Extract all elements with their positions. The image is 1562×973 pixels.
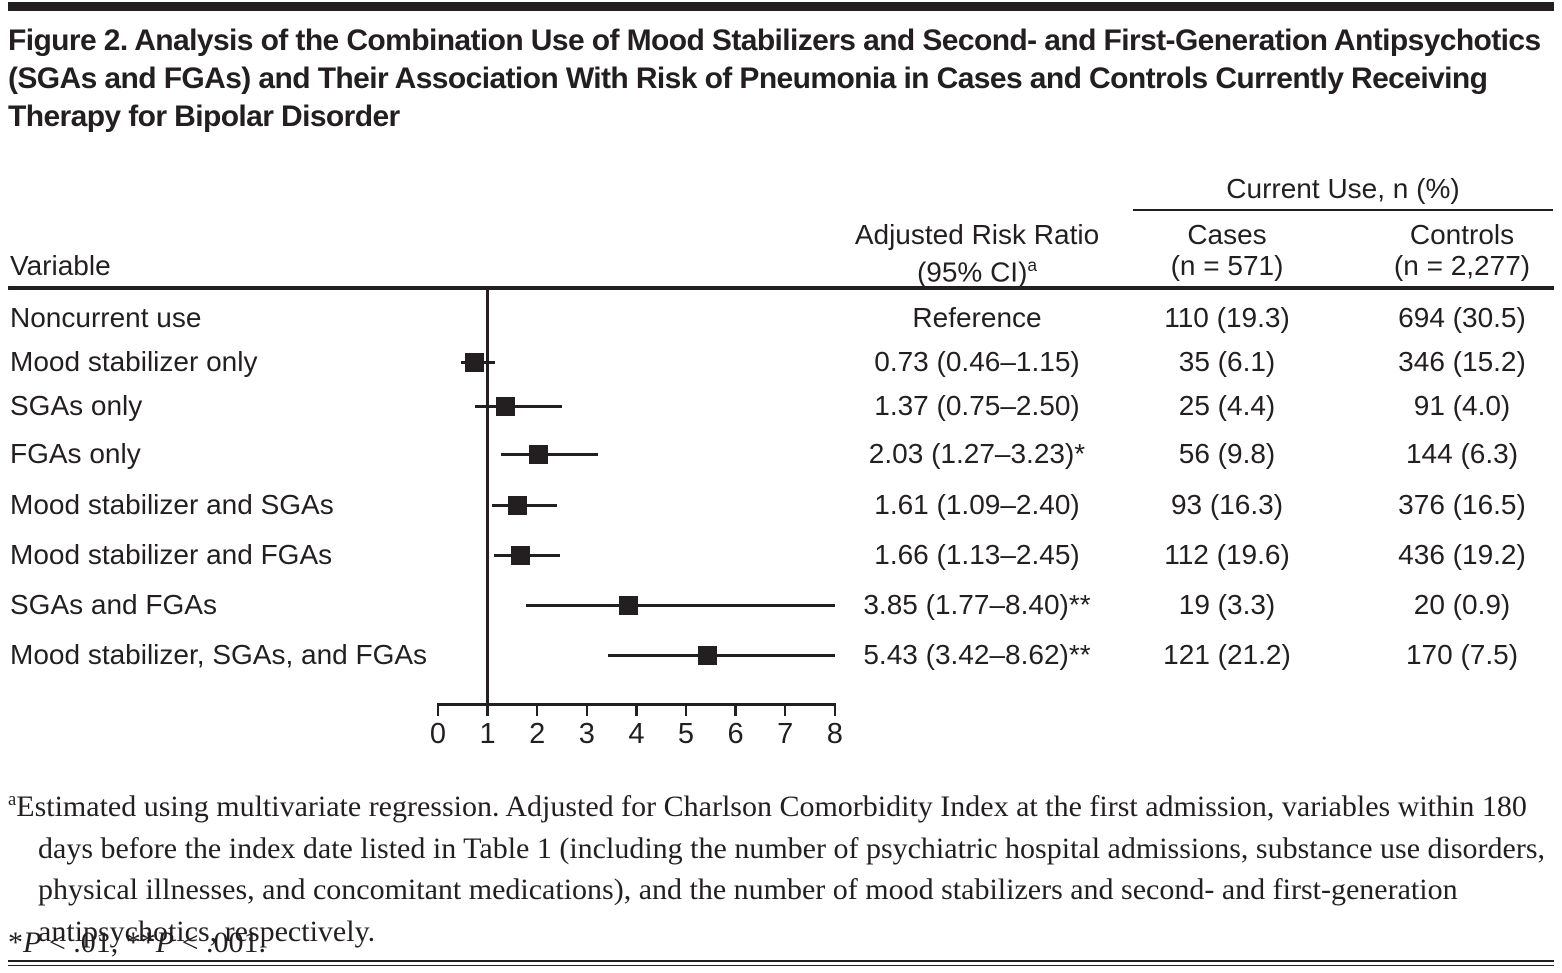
x-axis-tick <box>734 703 737 716</box>
controls-header-n: (n = 2,277) <box>1393 250 1531 281</box>
x-axis-tick-label: 2 <box>529 718 546 750</box>
x-axis-tick <box>535 703 539 716</box>
row-arr: 1.66 (1.13–2.45) <box>874 539 1080 570</box>
estimate-marker <box>510 545 530 565</box>
row-controls: 694 (30.5) <box>1398 302 1526 333</box>
row-cases: 19 (3.3) <box>1178 589 1276 620</box>
column-header-cases: Cases (n = 571) <box>1129 219 1325 281</box>
x-axis-tick <box>436 703 440 716</box>
row-controls: 436 (19.2) <box>1398 539 1526 570</box>
header-rule <box>8 286 1554 290</box>
arr-header-line1: Adjusted Risk Ratio <box>854 219 1100 250</box>
row-label: Mood stabilizer, SGAs, and FGAs <box>10 639 428 670</box>
cases-header-n: (n = 571) <box>1170 250 1284 281</box>
estimate-marker <box>496 396 516 416</box>
row-arr: 3.85 (1.77–8.40)** <box>863 589 1091 620</box>
x-axis-tick <box>585 703 589 716</box>
x-axis-tick-label: 3 <box>578 718 595 750</box>
x-axis-tick <box>635 703 638 716</box>
x-axis-tick <box>833 703 837 716</box>
x-axis-tick-label: 7 <box>777 718 794 750</box>
x-axis-tick-label: 4 <box>628 718 645 750</box>
controls-header-label: Controls <box>1409 219 1515 250</box>
estimate-marker <box>697 645 717 665</box>
ci-whisker <box>494 553 560 557</box>
row-arr: 2.03 (1.27–3.23)* <box>868 438 1086 469</box>
arr-header-ci: (95% CI) <box>916 256 1028 288</box>
x-axis-tick <box>783 703 787 716</box>
ci-whisker <box>500 452 599 456</box>
row-controls: 20 (0.9) <box>1413 589 1511 620</box>
bottom-rule <box>8 960 1554 966</box>
estimate-marker <box>464 352 484 372</box>
x-axis-tick <box>486 703 489 716</box>
x-axis-tick-label: 1 <box>479 718 496 750</box>
column-header-controls: Controls (n = 2,277) <box>1364 219 1560 281</box>
footnote-a-text: Estimated using multivariate regression.… <box>16 790 1546 948</box>
row-label: Mood stabilizer and SGAs <box>10 489 334 520</box>
ci-whisker <box>460 360 496 364</box>
sig-mid: < .01, ** <box>41 926 156 959</box>
estimate-marker <box>508 495 528 515</box>
ci-whisker <box>525 603 835 607</box>
row-label: Mood stabilizer only <box>10 346 258 377</box>
arr-header-line2: (95% CI)a <box>820 250 1134 287</box>
row-controls: 91 (4.0) <box>1413 390 1511 421</box>
row-arr: Reference <box>912 302 1042 333</box>
x-axis-tick-label: 8 <box>826 718 843 750</box>
x-axis-line <box>436 703 837 706</box>
column-header-current-use: Current Use, n (%) <box>1133 173 1553 211</box>
row-cases: 56 (9.8) <box>1178 438 1276 469</box>
row-cases: 110 (19.3) <box>1164 302 1290 333</box>
figure-title: Figure 2. Analysis of the Combination Us… <box>8 24 1541 133</box>
sig-p-italic-2: P <box>155 926 175 959</box>
sig-asterisk-1: * <box>8 926 23 959</box>
row-arr: 5.43 (3.42–8.62)** <box>863 639 1091 670</box>
sig-p-italic-1: P <box>23 926 42 959</box>
row-controls: 346 (15.2) <box>1398 346 1526 377</box>
footnote-significance: *P < .01, **P < .001. <box>8 926 1556 960</box>
row-cases: 112 (19.6) <box>1164 539 1290 570</box>
top-rule <box>8 2 1554 11</box>
footnote-a: aEstimated using multivariate regression… <box>8 779 1562 952</box>
ci-whisker <box>475 404 562 408</box>
estimate-marker <box>529 444 549 464</box>
row-controls: 170 (7.5) <box>1405 639 1519 670</box>
x-axis-tick <box>684 703 688 716</box>
row-cases: 35 (6.1) <box>1178 346 1276 377</box>
row-label: SGAs and FGAs <box>10 589 217 620</box>
x-axis-tick-label: 0 <box>429 718 447 750</box>
column-header-variable: Variable <box>10 250 111 281</box>
row-arr: 0.73 (0.46–1.15) <box>874 346 1080 377</box>
row-label: FGAs only <box>10 438 141 469</box>
reference-line <box>486 289 489 716</box>
x-axis-tick-label: 6 <box>727 718 744 750</box>
row-arr: 1.61 (1.09–2.40) <box>874 489 1080 520</box>
ci-whisker <box>607 653 835 657</box>
row-controls: 144 (6.3) <box>1405 438 1519 469</box>
row-label: Mood stabilizer and FGAs <box>10 539 333 570</box>
cases-header-label: Cases <box>1187 219 1267 250</box>
sig-end: < .001. <box>174 926 266 959</box>
estimate-marker <box>619 595 639 615</box>
row-cases: 93 (16.3) <box>1170 489 1284 520</box>
row-cases: 121 (21.2) <box>1163 639 1291 670</box>
row-controls: 376 (16.5) <box>1398 489 1526 520</box>
x-axis-tick-label: 5 <box>677 718 695 750</box>
row-label: SGAs only <box>10 390 143 421</box>
ci-whisker <box>492 503 558 507</box>
row-cases: 25 (4.4) <box>1178 390 1276 421</box>
row-label: Noncurrent use <box>10 302 202 333</box>
arr-header-superscript: a <box>1027 255 1038 275</box>
column-header-adjusted-risk-ratio: Adjusted Risk Ratio (95% CI)a <box>820 219 1134 287</box>
footnote-a-superscript: a <box>8 789 17 810</box>
row-arr: 1.37 (0.75–2.50) <box>874 390 1080 421</box>
